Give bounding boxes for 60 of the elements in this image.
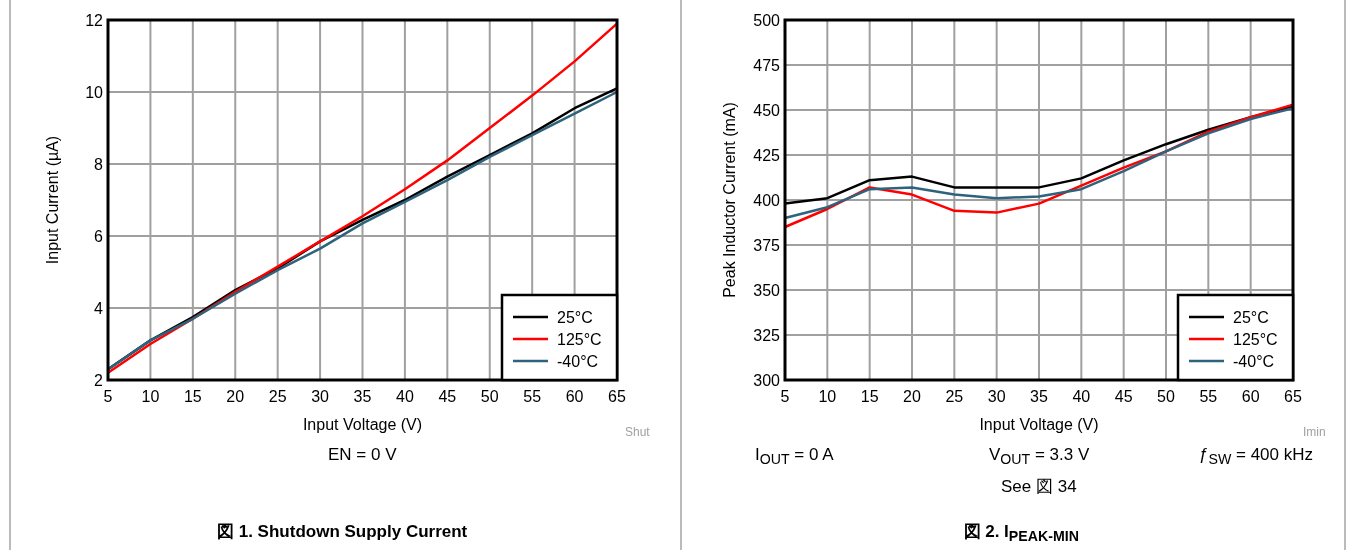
y-tick-label: 400: [753, 192, 781, 209]
x-tick-label: 15: [183, 388, 202, 405]
text: I$_{OUT}$ = 0 A: [755, 445, 834, 468]
text: EN = 0 V: [328, 445, 397, 465]
text: ƒ$_{SW}$ = 400 kHz: [1199, 445, 1314, 468]
y-tick-label: 10: [85, 84, 104, 101]
x-tick-label: 35: [1030, 388, 1048, 405]
x-tick-label: 60: [565, 388, 584, 405]
y-tick-label: 425: [753, 147, 781, 164]
text: V$_{OUT}$ = 3.3 V: [989, 445, 1090, 468]
text: 図 2. I$_{PEAK-MIN}$: [963, 521, 1079, 545]
x-tick-label: 20: [903, 388, 921, 405]
y-tick-label: 325: [753, 327, 781, 344]
x-axis-title: Input Voltage (V): [979, 416, 1099, 433]
legend-label: 125°C: [1233, 331, 1278, 348]
x-tick-label: 40: [396, 388, 414, 405]
x-axis-title: Input Voltage (V): [302, 416, 423, 433]
x-tick-label: 30: [987, 388, 1006, 405]
y-tick-label: 475: [753, 57, 781, 74]
y-tick-label: 375: [753, 237, 781, 254]
x-tick-label: 10: [818, 388, 837, 405]
y-tick-label: 500: [753, 12, 781, 29]
x-tick-label: 25: [268, 388, 287, 405]
x-tick-label: 40: [1072, 388, 1091, 405]
y-tick-label: 350: [753, 282, 781, 299]
y-tick-label: 300: [753, 372, 781, 389]
y-tick-label: 450: [753, 102, 781, 119]
x-tick-label: 55: [1199, 388, 1218, 405]
y-tick-label: 2: [94, 372, 104, 389]
y-tick-label: 6: [94, 228, 104, 245]
text: See 図 34: [1001, 476, 1077, 498]
legend-label: -40°C: [1233, 353, 1275, 370]
x-tick-label: 20: [226, 388, 245, 405]
x-tick-label: 65: [1284, 388, 1302, 405]
x-tick-label: 45: [1114, 388, 1133, 405]
y-tick-label: 12: [85, 12, 104, 29]
x-tick-label: 15: [860, 388, 879, 405]
x-tick-label: 10: [141, 388, 160, 405]
x-tick-label: 5: [780, 388, 790, 405]
x-tick-label: 50: [480, 388, 499, 405]
x-tick-label: 30: [311, 388, 330, 405]
text: Shut: [625, 425, 650, 439]
x-tick-label: 5: [103, 388, 113, 405]
x-tick-label: 45: [438, 388, 457, 405]
x-tick-label: 60: [1241, 388, 1260, 405]
x-tick-label: 35: [353, 388, 372, 405]
legend-label: 125°C: [557, 331, 602, 348]
y-tick-label: 8: [94, 156, 104, 173]
text: Imin: [1303, 425, 1326, 439]
legend-label: 25°C: [1233, 309, 1269, 326]
x-tick-label: 65: [608, 388, 626, 405]
text: 図 1. Shutdown Supply Current: [217, 521, 468, 543]
y-tick-label: 4: [94, 300, 104, 317]
y-axis-title: Peak Inductor Current (mA): [721, 102, 738, 298]
legend-label: 25°C: [557, 309, 593, 326]
x-tick-label: 50: [1157, 388, 1175, 405]
x-tick-label: 25: [945, 388, 964, 405]
legend-label: -40°C: [557, 353, 599, 370]
x-tick-label: 55: [523, 388, 542, 405]
y-axis-title: Input Current (µA): [44, 135, 61, 265]
